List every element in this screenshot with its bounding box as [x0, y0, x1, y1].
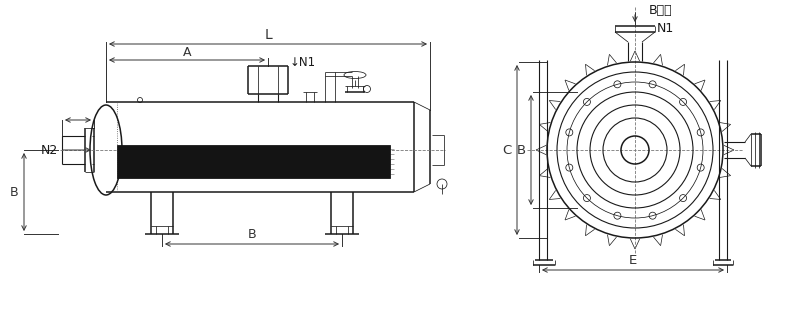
Text: B: B: [248, 227, 256, 241]
Bar: [117, 145, 390, 178]
Text: D: D: [146, 151, 158, 165]
Text: B: B: [517, 144, 526, 157]
Text: C: C: [502, 144, 512, 157]
Text: E: E: [629, 255, 637, 267]
Text: N1: N1: [657, 22, 674, 36]
Text: L: L: [264, 28, 272, 42]
Text: A: A: [182, 46, 191, 59]
Text: B: B: [10, 186, 18, 198]
Text: N2: N2: [41, 144, 58, 157]
Text: B方向: B方向: [649, 3, 673, 17]
Text: ↓N1: ↓N1: [290, 56, 316, 69]
